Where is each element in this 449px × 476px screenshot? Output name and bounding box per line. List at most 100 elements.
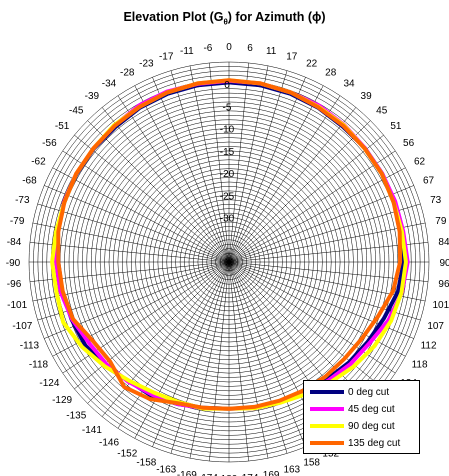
angle-tick-label: -23 <box>139 58 154 69</box>
grid-spoke <box>32 222 230 263</box>
grid-spoke <box>62 150 230 263</box>
grid-spoke <box>37 203 230 263</box>
grid-spoke <box>101 261 230 417</box>
angle-tick-label: -96 <box>7 279 22 290</box>
angle-tick-label: -107 <box>12 321 32 332</box>
radial-tick-label: -25 <box>220 191 235 202</box>
grid-spoke <box>228 107 357 263</box>
grid-spoke <box>228 261 306 447</box>
legend-swatch <box>310 441 344 445</box>
grid-spoke <box>228 185 414 263</box>
angle-tick-label: -17 <box>159 51 174 62</box>
grid-spoke <box>228 222 426 263</box>
legend-label: 45 deg cut <box>348 403 395 415</box>
legend-label: 135 deg cut <box>348 437 401 449</box>
grid-spoke <box>152 261 230 447</box>
radial-tick-label: -5 <box>223 102 232 113</box>
angle-tick-label: -6 <box>203 43 212 54</box>
radial-tick-label: -20 <box>220 169 235 180</box>
grid-spoke <box>228 261 384 390</box>
grid-spoke <box>228 261 288 454</box>
angle-tick-label: -39 <box>85 91 100 102</box>
grid-spoke <box>228 134 384 263</box>
chart-title-subscript: θ <box>223 17 228 27</box>
grid-spoke <box>228 261 371 404</box>
angle-tick-label: 107 <box>427 321 444 332</box>
angle-tick-label: 152 <box>322 449 339 460</box>
legend-label: 90 deg cut <box>348 420 395 432</box>
grid-spoke <box>29 261 230 282</box>
grid-spoke <box>228 120 371 263</box>
grid-spoke <box>134 85 230 263</box>
angle-tick-label: -34 <box>102 78 117 89</box>
angle-tick-label: 34 <box>343 78 355 89</box>
legend-entry: 45 deg cut <box>310 402 395 416</box>
grid-spoke <box>228 261 269 459</box>
grid-spoke <box>209 62 230 263</box>
radial-tick-label: 0 <box>224 80 230 91</box>
grid-spoke <box>228 261 249 462</box>
angle-tick-label: 90 <box>439 258 449 269</box>
angle-tick-label: -79 <box>10 216 25 227</box>
grid-spoke <box>152 77 230 263</box>
legend-entry: 135 deg cut <box>310 436 400 450</box>
series-layer <box>50 78 410 411</box>
radial-tick-label: -10 <box>220 125 235 136</box>
grid-spoke <box>228 62 249 263</box>
angle-tick-label: 22 <box>306 58 318 69</box>
angle-tick-label: -174 <box>198 473 218 476</box>
grid-spoke <box>101 107 230 263</box>
radial-tick-label: -30 <box>220 214 235 225</box>
angle-tick-label: 158 <box>303 458 320 469</box>
angle-tick-label: -56 <box>42 138 57 149</box>
angle-tick-label: -68 <box>22 175 37 186</box>
legend-swatch <box>310 407 344 411</box>
grid-spoke <box>52 167 230 263</box>
angle-tick-label: -169 <box>177 470 197 476</box>
angle-tick-label: 112 <box>421 341 437 352</box>
legend-entry: 90 deg cut <box>310 419 395 433</box>
angle-tick-label: -28 <box>120 67 135 78</box>
angle-tick-label: -135 <box>66 411 86 422</box>
radial-tick-label: -15 <box>220 147 235 158</box>
legend-entry: 0 deg cut <box>310 385 389 399</box>
angle-tick-label: 180 <box>221 474 238 476</box>
radial-labels: 0 -5 -10 -15 -20 -25 -30 <box>220 80 235 224</box>
angle-tick-label: -84 <box>7 237 22 248</box>
grid-spoke <box>228 77 306 263</box>
angle-tick-label: 45 <box>376 105 388 116</box>
angle-tick-label: 28 <box>325 67 337 78</box>
grid-spoke <box>134 261 230 439</box>
angle-tick-label: 73 <box>430 195 442 206</box>
chart-title: Elevation Plot (Gθ) for Azimuth (ϕ) <box>0 10 449 27</box>
grid-spoke <box>209 261 230 462</box>
grid-spoke <box>117 261 230 429</box>
angle-tick-label: -73 <box>15 195 30 206</box>
grid-spoke <box>228 242 429 263</box>
angle-tick-label: -90 <box>6 258 21 269</box>
grid-spoke <box>228 203 421 263</box>
legend-swatch <box>310 424 344 428</box>
angle-tick-label: -118 <box>29 360 49 371</box>
grid-spoke <box>189 261 230 459</box>
angle-tick-label: 11 <box>266 46 277 57</box>
angle-tick-label: -113 <box>20 341 40 352</box>
angle-tick-label: -152 <box>117 449 137 460</box>
angle-tick-label: 51 <box>390 121 402 132</box>
angle-tick-label: -51 <box>55 121 70 132</box>
grid-spoke <box>87 120 230 263</box>
grid-spoke <box>228 167 406 263</box>
angle-tick-label: -163 <box>156 465 176 476</box>
grid-spoke <box>29 242 230 263</box>
angle-tick-label: 56 <box>403 138 415 149</box>
legend-swatch <box>310 390 344 394</box>
grid-spoke <box>228 85 324 263</box>
angle-tick-label: 67 <box>423 175 435 186</box>
grid-spoke <box>228 70 288 263</box>
angle-tick-label: 0 <box>226 42 232 53</box>
grid-spoke <box>189 65 230 263</box>
angle-tick-label: 17 <box>286 51 298 62</box>
angle-tick-label: -146 <box>99 438 119 449</box>
angle-tick-label: 6 <box>247 43 253 54</box>
